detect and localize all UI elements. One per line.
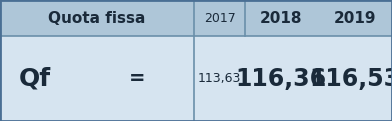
Text: Quota fissa: Quota fissa	[48, 11, 146, 26]
Text: 2019: 2019	[334, 11, 376, 26]
Text: =: =	[129, 69, 145, 88]
Text: 116,36: 116,36	[236, 67, 327, 91]
Text: 116,53: 116,53	[309, 67, 392, 91]
Bar	[0, 0, 392, 36]
Text: 113,63: 113,63	[198, 72, 241, 85]
Bar	[0, 36, 392, 121]
Text: 2017: 2017	[204, 12, 235, 25]
Text: Qf: Qf	[19, 67, 51, 91]
Text: 2018: 2018	[260, 11, 303, 26]
